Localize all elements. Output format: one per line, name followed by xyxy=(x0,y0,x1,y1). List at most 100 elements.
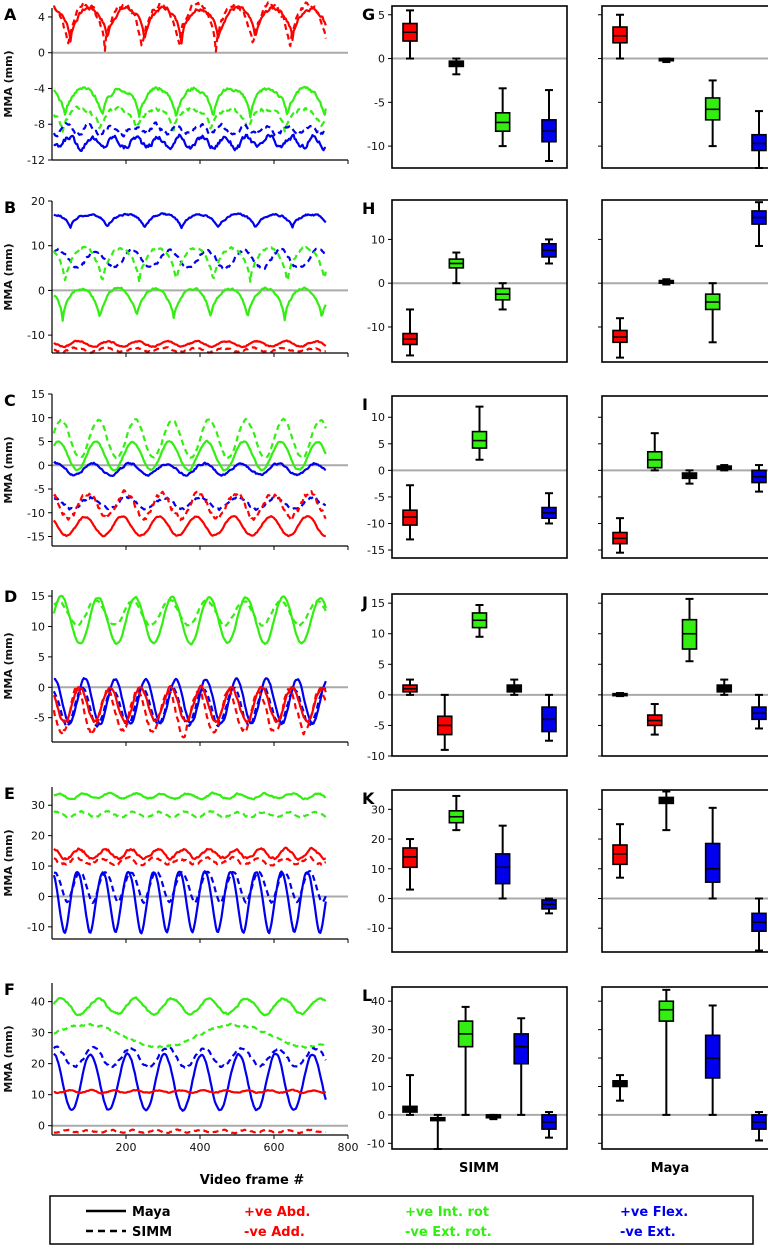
y-tick-label: 0 xyxy=(38,890,45,903)
y-tick-label: 5 xyxy=(378,658,385,671)
series-red-maya xyxy=(53,5,327,45)
y-tick-label: 0 xyxy=(38,284,45,297)
legend-frame xyxy=(49,1195,754,1245)
box-body xyxy=(704,842,721,883)
legend-maya-label: Maya xyxy=(132,1205,171,1220)
line-panel-F: 40 30 20 10 0 200 400 600 800 MMA (mm) F xyxy=(2,980,359,1154)
panel-label: E xyxy=(4,784,15,803)
y-tick-label: 4 xyxy=(38,11,45,24)
y-tick-label: 30 xyxy=(31,799,45,812)
y-tick-label: -5 xyxy=(374,491,385,504)
series-blue-simm xyxy=(52,121,327,138)
series-green-simm xyxy=(53,809,327,819)
y-axis-label: MMA (mm) xyxy=(2,1025,15,1092)
y-tick-label: 20 xyxy=(31,195,45,208)
y-tick-label: 30 xyxy=(371,1024,385,1037)
box-panel-H-maya xyxy=(598,199,768,363)
box-red xyxy=(402,678,418,696)
panel-label: C xyxy=(4,391,16,410)
y-tick-label: 15 xyxy=(31,590,45,603)
box-blue xyxy=(751,201,767,247)
series-green-simm xyxy=(53,1022,327,1049)
box-red xyxy=(612,317,628,359)
box-blue xyxy=(513,1017,530,1116)
y-tick-label: 10 xyxy=(371,628,385,641)
x-axis-label: Video frame # xyxy=(200,1173,305,1188)
box-red xyxy=(402,308,418,357)
y-tick-label: 10 xyxy=(31,412,45,425)
box-panel-K-simm: 30 20 10 0 -10 xyxy=(367,789,568,953)
panel-label: L xyxy=(362,986,372,1005)
series-green-maya xyxy=(53,791,327,801)
plot-frame xyxy=(391,395,568,559)
box-green xyxy=(681,597,698,663)
x-tick-label: 400 xyxy=(190,1141,211,1154)
box-panel-G-simm: 5 0 -5 -10 xyxy=(367,5,568,169)
y-tick-label: -10 xyxy=(367,1137,385,1150)
y-tick-label: 40 xyxy=(31,996,45,1009)
box-green xyxy=(448,251,465,285)
box-blue xyxy=(704,1004,721,1116)
box-body xyxy=(751,133,767,152)
legend-green-positive: +ve Int. rot xyxy=(405,1205,489,1220)
panel-label: I xyxy=(362,395,368,414)
box-black xyxy=(485,1113,502,1121)
series-red-maya xyxy=(52,515,326,538)
y-tick-label: 15 xyxy=(371,597,385,610)
panel-label: F xyxy=(4,980,15,999)
y-tick-label: 10 xyxy=(31,1089,45,1102)
series-green-maya xyxy=(53,286,327,322)
box-green xyxy=(471,604,488,638)
box-black xyxy=(681,469,698,485)
box-panel-G-maya xyxy=(598,5,768,169)
y-tick-label: 0 xyxy=(38,1120,45,1133)
plot-frame xyxy=(601,593,768,757)
y-tick-label: 30 xyxy=(371,803,385,816)
box-blue xyxy=(751,1111,767,1142)
box-blue xyxy=(494,824,511,900)
legend-red-negative: -ve Add. xyxy=(244,1225,305,1240)
box-body xyxy=(704,1034,721,1079)
box-red xyxy=(436,693,453,751)
series-green-maya xyxy=(52,439,327,472)
y-tick-label: -15 xyxy=(367,544,385,557)
legend-green-negative: -ve Ext. rot. xyxy=(405,1225,492,1240)
line-panel-A: 4 0 -4 -8 -12 MMA (mm) A xyxy=(2,1,349,167)
y-tick-label: 10 xyxy=(371,863,385,876)
box-blue xyxy=(541,1111,557,1139)
plot-frame xyxy=(391,986,568,1150)
series-green-maya xyxy=(53,85,327,119)
y-tick-label: -5 xyxy=(374,96,385,109)
box-green xyxy=(658,988,675,1116)
series-red-maya xyxy=(53,846,326,861)
y-tick-label: 0 xyxy=(378,277,385,290)
panel-label: H xyxy=(362,199,375,218)
y-tick-label: -5 xyxy=(34,712,45,725)
box-black xyxy=(658,790,675,832)
legend-blue-positive: +ve Flex. xyxy=(620,1205,688,1220)
box-black xyxy=(402,1074,418,1116)
series-green-simm xyxy=(52,245,327,284)
y-tick-label: -5 xyxy=(374,719,385,732)
series-red-maya xyxy=(53,339,327,349)
series-red-simm xyxy=(53,345,326,354)
line-panel-E: 30 20 10 0 -10 MMA (mm) E xyxy=(2,784,349,943)
y-tick-label: -10 xyxy=(367,517,385,530)
plot-frame xyxy=(391,199,568,363)
plot-frame xyxy=(601,789,768,953)
box-green xyxy=(646,432,663,472)
series-blue-simm xyxy=(53,870,327,905)
series-blue-maya xyxy=(53,677,327,726)
y-tick-label: -8 xyxy=(34,118,45,131)
x-tick-label: 200 xyxy=(116,1141,137,1154)
plot-frame xyxy=(391,5,568,169)
y-tick-label: -10 xyxy=(27,329,45,342)
box-blue xyxy=(541,89,557,162)
y-axis-label: MMA (mm) xyxy=(2,50,15,117)
box-panel-J-simm: 15 10 5 0 -5 -10 xyxy=(367,593,568,763)
y-tick-label: 10 xyxy=(31,860,45,873)
series-green-simm xyxy=(52,105,327,133)
y-tick-label: -10 xyxy=(367,140,385,153)
y-tick-label: 10 xyxy=(31,620,45,633)
panel-label: K xyxy=(362,789,375,808)
